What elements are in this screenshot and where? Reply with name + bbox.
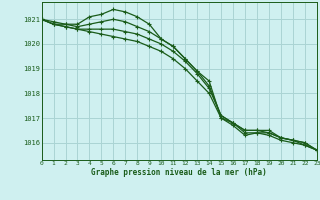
- X-axis label: Graphe pression niveau de la mer (hPa): Graphe pression niveau de la mer (hPa): [91, 168, 267, 177]
